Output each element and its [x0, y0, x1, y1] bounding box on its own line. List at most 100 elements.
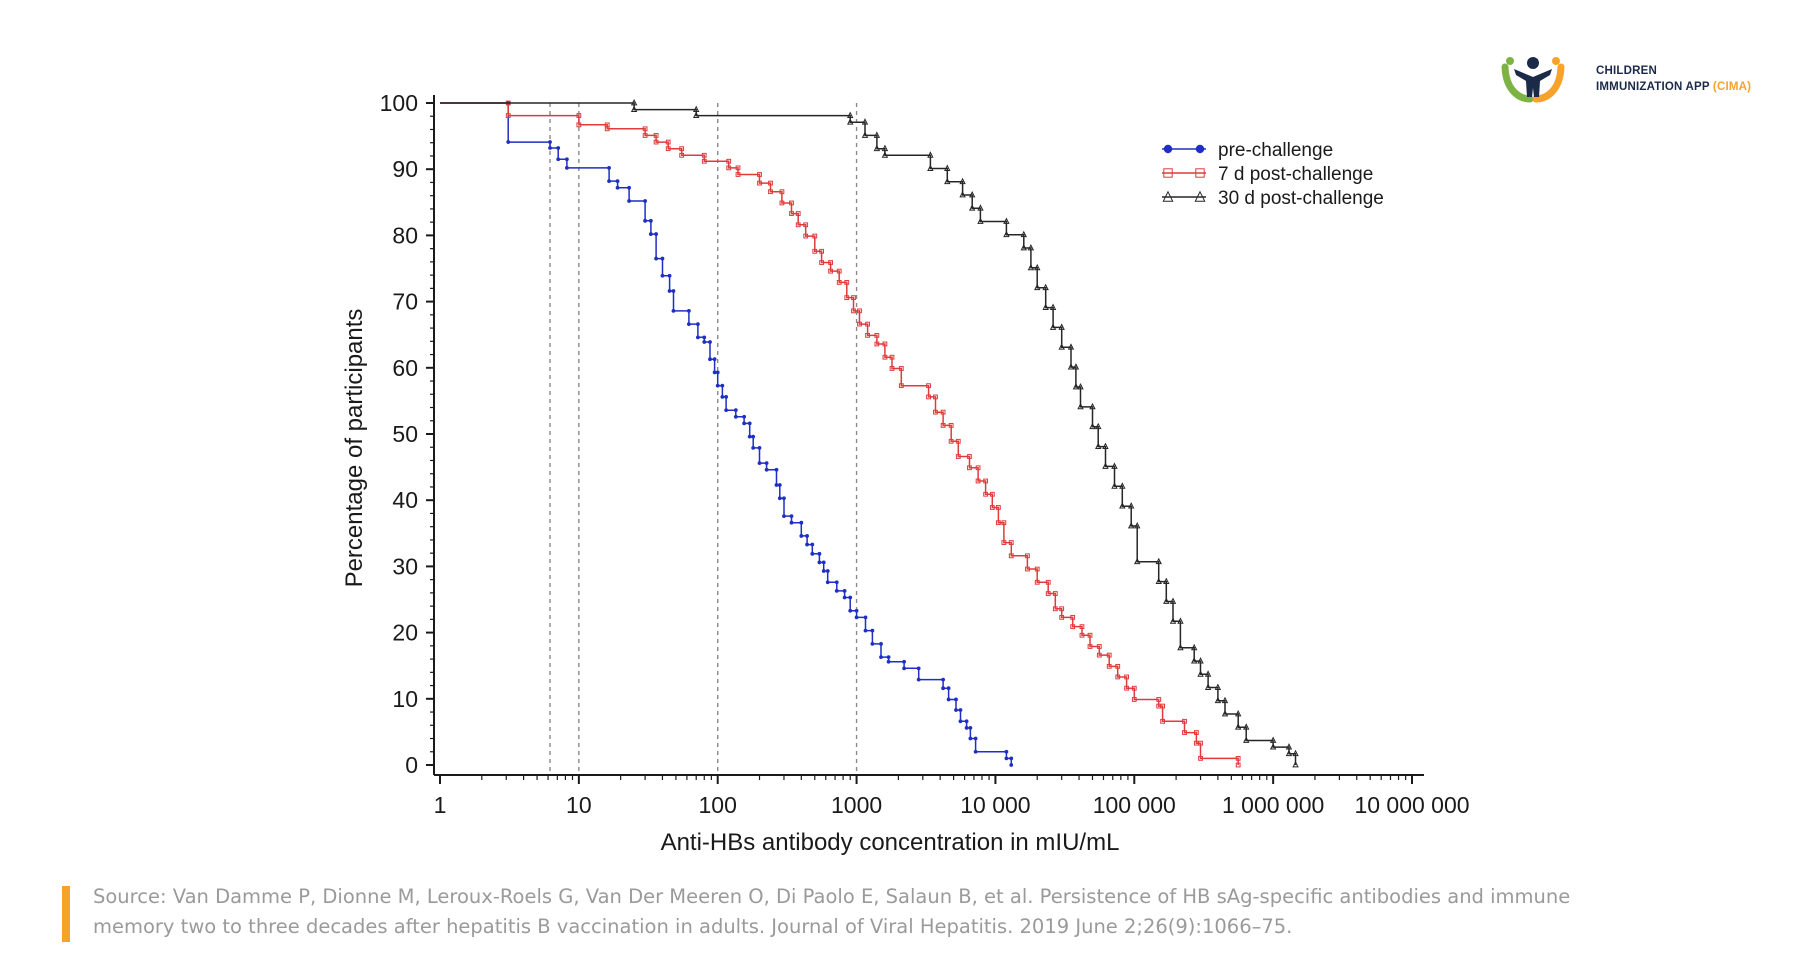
- data-point: [847, 118, 854, 125]
- data-point: [1058, 323, 1065, 330]
- data-point: [764, 467, 769, 472]
- data-point: [607, 179, 611, 184]
- series-0: [440, 101, 1014, 767]
- data-point: [898, 366, 904, 371]
- data-point: [1243, 736, 1250, 743]
- data-point: [1269, 736, 1277, 743]
- data-point: [1190, 643, 1198, 651]
- data-point: [1193, 730, 1199, 735]
- data-point: [1115, 674, 1121, 680]
- brand-name-accent: (CIMA): [1712, 81, 1752, 93]
- data-point: [946, 686, 951, 691]
- brand-logo: CHILDREN IMMUNIZATION APP (CIMA): [1498, 55, 1798, 115]
- legend-label: pre-challenge: [1218, 140, 1333, 161]
- data-point: [799, 534, 804, 538]
- data-point: [1197, 670, 1204, 677]
- data-point: [1155, 557, 1162, 565]
- data-point: [1177, 643, 1184, 651]
- legend-label: 7 d post-challenge: [1218, 164, 1373, 185]
- data-point: [789, 211, 794, 216]
- data-point: [1243, 723, 1250, 730]
- legend-marker: [1162, 190, 1174, 202]
- y-tick-label: 40: [392, 487, 418, 513]
- data-point: [1111, 462, 1118, 469]
- data-point: [1156, 697, 1162, 702]
- data-point: [1045, 579, 1051, 585]
- data-point: [1235, 762, 1241, 768]
- data-point: [819, 260, 825, 265]
- data-point: [1124, 685, 1129, 691]
- data-point: [1285, 743, 1293, 750]
- data-point: [764, 461, 769, 466]
- data-point: [857, 321, 862, 327]
- data-point: [564, 157, 569, 162]
- data-point: [863, 615, 868, 620]
- data-point: [692, 111, 700, 118]
- data-point: [742, 414, 747, 419]
- data-point: [882, 354, 888, 360]
- data-point: [648, 232, 653, 236]
- data-point: [989, 491, 995, 497]
- data-point: [702, 335, 707, 340]
- data-point: [1001, 520, 1007, 526]
- data-point: [964, 726, 969, 730]
- data-point: [715, 370, 720, 375]
- data-point: [799, 520, 804, 525]
- data-point: [865, 321, 870, 327]
- data-point: [724, 408, 729, 413]
- data-point: [1079, 632, 1085, 638]
- data-point: [973, 736, 978, 741]
- data-point: [556, 146, 561, 150]
- brand-name-line1: CHILDREN: [1596, 65, 1658, 77]
- data-point: [1096, 644, 1102, 649]
- data-point: [757, 461, 762, 466]
- data-point: [1115, 663, 1121, 669]
- data-point: [842, 588, 847, 593]
- data-point: [1027, 263, 1035, 271]
- data-point: [933, 409, 938, 415]
- data-point: [927, 151, 934, 158]
- source-citation: Source: Van Damme P, Dionne M, Leroux-Ro…: [93, 885, 1571, 938]
- series-line: [440, 102, 1297, 765]
- data-point: [1155, 577, 1162, 585]
- data-point: [1025, 566, 1030, 572]
- legend-label: 30 d post-challenge: [1218, 188, 1384, 209]
- data-series: [440, 98, 1299, 768]
- data-point: [1197, 657, 1204, 664]
- data-point: [782, 496, 786, 501]
- data-point: [654, 256, 659, 261]
- data-point: [751, 434, 756, 439]
- data-point: [851, 308, 856, 314]
- data-point: [779, 189, 785, 195]
- data-point: [1182, 718, 1187, 724]
- data-point: [1008, 553, 1014, 559]
- data-point: [873, 131, 881, 138]
- data-point: [768, 180, 773, 186]
- data-point: [959, 177, 966, 185]
- data-point: [844, 295, 850, 301]
- y-tick-label: 30: [392, 553, 418, 579]
- data-point: [701, 152, 707, 158]
- data-point: [1034, 263, 1041, 271]
- y-tick-label: 10: [392, 686, 418, 712]
- data-point: [1072, 363, 1080, 370]
- data-point: [1087, 644, 1093, 649]
- data-point: [774, 483, 779, 487]
- data-point: [902, 666, 907, 671]
- data-point: [653, 133, 659, 138]
- data-point: [1269, 743, 1277, 750]
- data-point: [1102, 462, 1109, 469]
- data-point: [1077, 402, 1084, 410]
- data-point: [564, 165, 569, 170]
- legend-item-0: pre-challenge: [1162, 140, 1333, 161]
- data-point: [810, 542, 815, 547]
- data-point: [1124, 674, 1129, 680]
- data-point: [1131, 697, 1137, 702]
- data-point: [977, 217, 984, 224]
- data-point: [1070, 614, 1076, 620]
- y-axis-label: Percentage of participants: [341, 309, 368, 588]
- legend-marker: [1163, 168, 1173, 178]
- data-point: [882, 341, 888, 347]
- data-point: [667, 273, 672, 278]
